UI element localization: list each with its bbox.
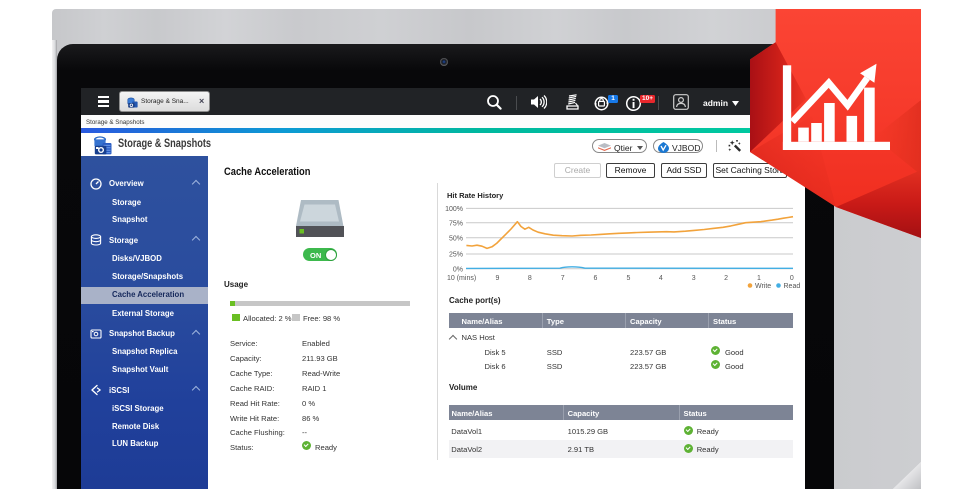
- svg-text:25%: 25%: [449, 252, 463, 259]
- svg-text:100%: 100%: [445, 206, 463, 213]
- svg-text:50%: 50%: [449, 235, 463, 242]
- svg-text:0%: 0%: [453, 266, 463, 273]
- svg-text:8: 8: [528, 275, 532, 282]
- svg-text:1: 1: [757, 275, 761, 282]
- svg-text:9: 9: [495, 275, 499, 282]
- svg-text:Read: Read: [784, 283, 801, 290]
- svg-text:3: 3: [692, 275, 696, 282]
- svg-text:6: 6: [594, 275, 598, 282]
- svg-text:75%: 75%: [449, 220, 463, 227]
- svg-text:2: 2: [724, 275, 728, 282]
- svg-text:Write: Write: [755, 283, 771, 290]
- svg-text:0: 0: [790, 275, 794, 282]
- svg-text:5: 5: [626, 275, 630, 282]
- svg-text:7: 7: [561, 275, 565, 282]
- svg-text:4: 4: [659, 275, 663, 282]
- svg-text:10 (mins): 10 (mins): [447, 275, 476, 282]
